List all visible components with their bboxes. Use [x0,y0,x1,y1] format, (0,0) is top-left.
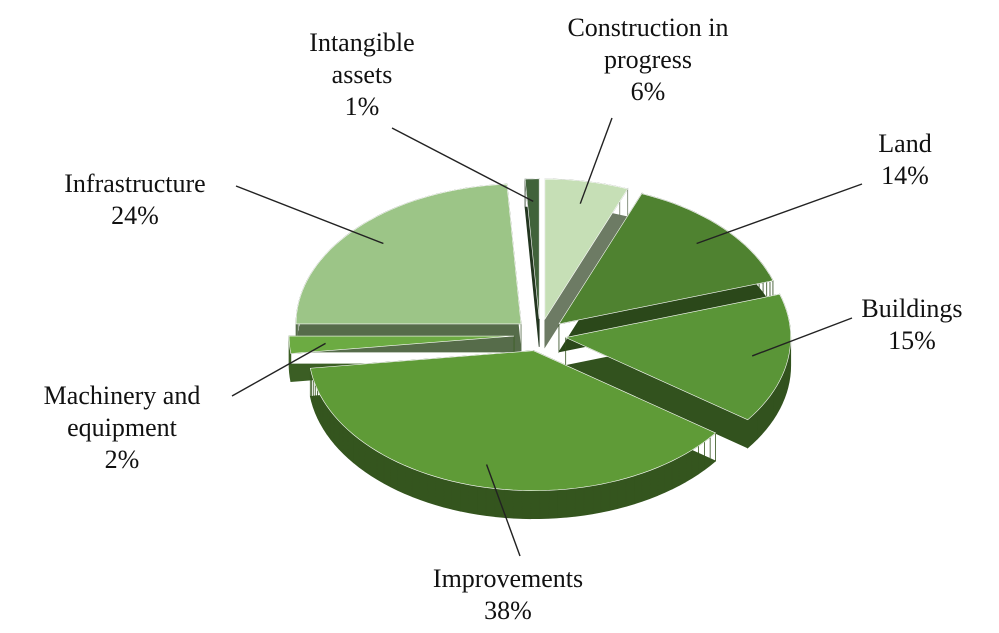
data-label: Machinery and equipment 2% [2,380,242,476]
slice [288,335,515,354]
percent-label: 24% [111,201,159,230]
leader-line [235,185,384,245]
category-name: Intangible assets [309,28,415,89]
percent-label: 2% [104,445,140,474]
data-label: Intangible assets 1% [282,27,442,123]
leader-line [391,127,534,203]
slice [564,293,791,421]
leader-line [485,464,521,557]
slice [558,193,774,325]
category-name: Improvements [432,564,584,593]
leader-line [579,117,613,204]
percent-label: 1% [344,92,380,121]
leader-line [696,183,863,245]
leader-line [751,317,853,357]
data-label: Buildings 15% [837,293,987,357]
data-label: Improvements 38% [388,563,628,627]
category-name: Infrastructure [64,169,206,198]
category-name: Buildings [861,294,963,323]
leader-line [231,342,326,397]
slice [524,178,540,319]
data-label: Construction in progress 6% [528,12,768,108]
slice [544,178,629,321]
percent-label: 15% [888,326,936,355]
data-label: Infrastructure 24% [25,168,245,232]
slice [309,350,717,491]
percent-label: 14% [881,161,929,190]
slice-tops [288,178,791,491]
category-name: Land [878,129,932,158]
category-name: Construction in progress [567,13,729,74]
slice [295,183,522,325]
percent-label: 6% [630,77,666,106]
percent-label: 38% [484,596,532,625]
data-label: Land 14% [845,128,965,192]
category-name: Machinery and equipment [43,381,201,442]
